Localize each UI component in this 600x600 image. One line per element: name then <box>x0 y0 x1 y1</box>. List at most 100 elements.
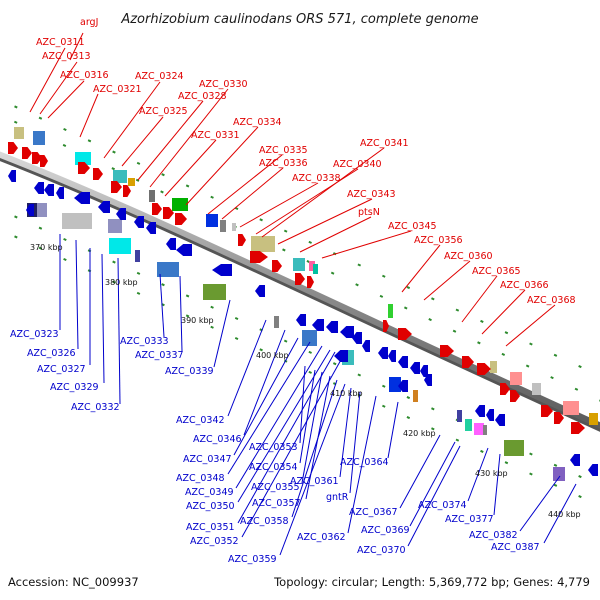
feature-block[interactable] <box>251 236 275 252</box>
gene-label[interactable]: AZC_0327 <box>37 364 86 375</box>
reverse-gene-arrow[interactable] <box>212 264 232 276</box>
feature-block[interactable] <box>37 203 47 217</box>
gene-label[interactable]: AZC_0326 <box>27 348 76 359</box>
gene-label[interactable]: AZC_0343 <box>347 189 396 200</box>
forward-gene-arrow[interactable] <box>78 162 90 174</box>
gene-label[interactable]: AZC_0374 <box>418 500 467 511</box>
gene-label[interactable]: AZC_0387 <box>491 542 540 553</box>
gene-label[interactable]: AZC_0358 <box>240 516 289 527</box>
feature-block[interactable] <box>389 377 401 392</box>
feature-block[interactable] <box>33 131 45 145</box>
feature-block[interactable] <box>109 238 131 254</box>
gene-label[interactable]: AZC_0329 <box>50 382 99 393</box>
reverse-gene-arrow[interactable] <box>486 409 494 421</box>
feature-block[interactable] <box>232 223 236 231</box>
gene-label[interactable]: AZC_0339 <box>165 366 214 377</box>
reverse-gene-arrow[interactable] <box>398 356 408 368</box>
forward-gene-arrow[interactable] <box>40 155 48 167</box>
feature-block[interactable] <box>172 198 188 211</box>
feature-block[interactable] <box>457 410 462 422</box>
reverse-gene-arrow[interactable] <box>475 405 485 417</box>
gene-label[interactable]: AZC_0355 <box>251 482 300 493</box>
gene-label[interactable]: ptsN <box>358 207 380 218</box>
reverse-gene-arrow[interactable] <box>176 244 192 256</box>
feature-block[interactable] <box>313 264 318 274</box>
forward-gene-arrow[interactable] <box>383 320 389 332</box>
reverse-gene-arrow[interactable] <box>378 347 388 359</box>
gene-label[interactable]: AZC_0334 <box>233 117 282 128</box>
forward-gene-arrow[interactable] <box>123 185 131 197</box>
feature-block[interactable] <box>465 419 472 431</box>
feature-block[interactable] <box>62 213 92 229</box>
gene-label[interactable]: AZC_0364 <box>340 457 389 468</box>
reverse-gene-arrow[interactable] <box>134 216 144 228</box>
feature-block[interactable] <box>108 219 122 233</box>
feature-block[interactable] <box>203 284 226 300</box>
reverse-gene-arrow[interactable] <box>398 380 408 392</box>
gene-label[interactable]: AZC_0350 <box>186 501 235 512</box>
feature-block[interactable] <box>490 361 497 373</box>
forward-gene-arrow[interactable] <box>152 203 162 215</box>
reverse-gene-arrow[interactable] <box>44 184 54 196</box>
reverse-gene-arrow[interactable] <box>8 170 16 182</box>
forward-gene-arrow[interactable] <box>510 390 520 402</box>
gene-label[interactable]: AZC_0361 <box>290 476 339 487</box>
gene-label[interactable]: AZC_0348 <box>176 473 225 484</box>
forward-gene-arrow[interactable] <box>541 405 553 417</box>
forward-gene-arrow[interactable] <box>440 345 454 357</box>
reverse-gene-arrow[interactable] <box>74 192 90 204</box>
forward-gene-arrow[interactable] <box>571 422 585 434</box>
forward-gene-arrow[interactable] <box>295 273 305 285</box>
gene-label[interactable]: AZC_0330 <box>199 79 248 90</box>
reverse-gene-arrow[interactable] <box>26 204 34 216</box>
feature-block[interactable] <box>563 401 579 415</box>
feature-block[interactable] <box>302 330 317 346</box>
reverse-gene-arrow[interactable] <box>326 321 338 333</box>
feature-block[interactable] <box>510 372 522 385</box>
gene-label[interactable]: AZC_0353 <box>249 442 298 453</box>
forward-gene-arrow[interactable] <box>93 168 103 180</box>
reverse-gene-arrow[interactable] <box>34 182 44 194</box>
forward-gene-arrow[interactable] <box>500 383 510 395</box>
feature-block[interactable] <box>474 423 484 435</box>
gene-label[interactable]: AZC_0328 <box>178 91 227 102</box>
feature-block[interactable] <box>309 261 315 271</box>
gene-label[interactable]: AZC_0340 <box>333 159 382 170</box>
gene-label[interactable]: AZC_0357 <box>252 498 301 509</box>
gene-label[interactable]: AZC_0346 <box>193 434 242 445</box>
forward-gene-arrow[interactable] <box>22 147 32 159</box>
reverse-gene-arrow[interactable] <box>255 285 265 297</box>
gene-label[interactable]: AZC_0331 <box>191 130 240 141</box>
feature-block[interactable] <box>553 467 565 481</box>
gene-label[interactable]: AZC_0316 <box>60 70 109 81</box>
gene-label[interactable]: AZC_0338 <box>292 173 341 184</box>
feature-block[interactable] <box>128 178 135 186</box>
forward-gene-arrow[interactable] <box>272 260 282 272</box>
feature-block[interactable] <box>483 425 487 435</box>
gene-label[interactable]: AZC_0382 <box>469 530 518 541</box>
reverse-gene-arrow[interactable] <box>388 350 396 362</box>
reverse-gene-arrow[interactable] <box>570 454 580 466</box>
gene-label[interactable]: AZC_0345 <box>388 221 437 232</box>
reverse-gene-arrow[interactable] <box>352 332 362 344</box>
gene-label[interactable]: AZC_0311 <box>36 37 85 48</box>
feature-block[interactable] <box>388 304 393 318</box>
gene-label[interactable]: AZC_0313 <box>42 51 91 62</box>
feature-block[interactable] <box>293 258 305 271</box>
gene-label[interactable]: AZC_0365 <box>472 266 521 277</box>
feature-block[interactable] <box>413 390 418 402</box>
forward-gene-arrow[interactable] <box>307 276 314 288</box>
gene-label[interactable]: AZC_0349 <box>185 487 234 498</box>
reverse-gene-arrow[interactable] <box>495 414 505 426</box>
reverse-gene-arrow[interactable] <box>116 208 126 220</box>
feature-block[interactable] <box>206 214 218 227</box>
gene-label[interactable]: AZC_0366 <box>500 280 549 291</box>
gene-label[interactable]: AZC_0370 <box>357 545 406 556</box>
forward-gene-arrow[interactable] <box>462 356 474 368</box>
reverse-gene-arrow[interactable] <box>362 340 370 352</box>
gene-label[interactable]: AZC_0367 <box>349 507 398 518</box>
feature-block[interactable] <box>157 262 179 277</box>
forward-gene-arrow[interactable] <box>477 363 491 375</box>
reverse-gene-arrow[interactable] <box>146 222 156 234</box>
feature-block[interactable] <box>532 383 541 395</box>
